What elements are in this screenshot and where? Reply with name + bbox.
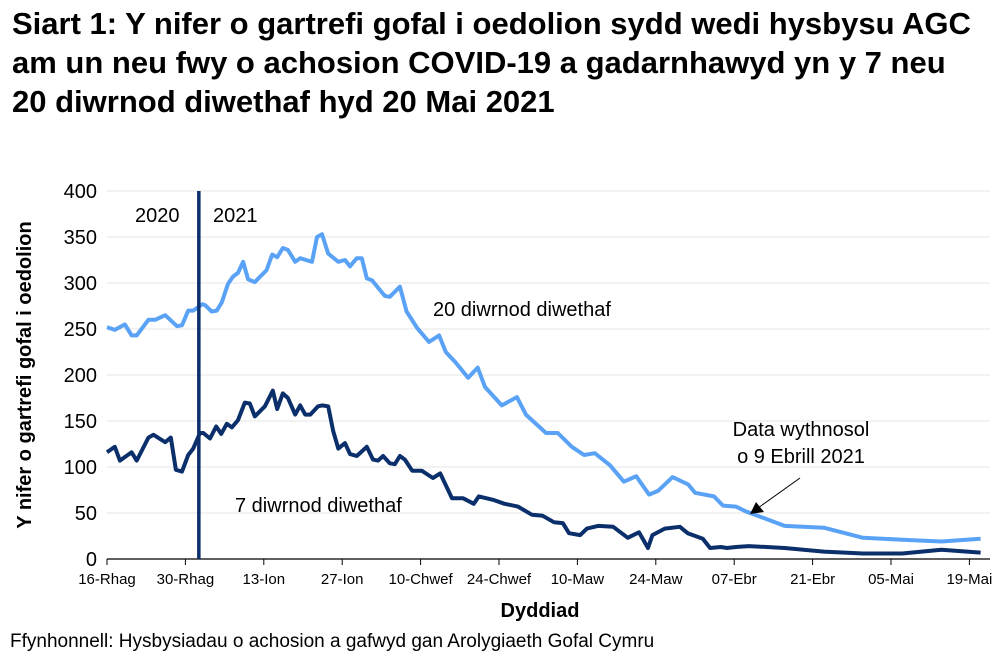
x-tick-label: 05-Mai (868, 571, 914, 588)
y-axis-label: Y nifer o gartrefi gofal i oedolion (14, 221, 36, 528)
x-tick-label: 10-Chwef (388, 571, 453, 588)
weekly-data-note-line2: o 9 Ebrill 2021 (737, 446, 865, 468)
series-label-7-day: 7 diwrnod diwethaf (235, 495, 402, 517)
y-tick-label: 300 (64, 273, 97, 295)
series-line-7-day (105, 388, 981, 556)
series-label-20-day: 20 diwrnod diwethaf (433, 299, 611, 321)
x-tick-label: 24-Chwef (467, 571, 532, 588)
x-tick-label: 07-Ebr (712, 571, 757, 588)
x-tick-label: 30-Rhag (157, 571, 215, 588)
year-label-2021: 2021 (213, 205, 258, 227)
annotation-arrow (750, 477, 801, 514)
x-tick-label: 13-Ion (243, 571, 286, 588)
x-tick-label: 10-Maw (551, 571, 605, 588)
y-tick-label: 150 (64, 411, 97, 433)
y-tick-label: 200 (64, 365, 97, 387)
y-axis-ticks: 0 50 100 150 200 250 300 350 400 (64, 181, 97, 571)
x-axis-label: Dyddiad (501, 600, 580, 622)
series-lines (105, 232, 981, 556)
series-line-20-day (106, 232, 981, 544)
x-tick-label: 16-Rhag (78, 571, 136, 588)
x-tick-label: 19-Mai (946, 571, 992, 588)
y-tick-label: 50 (75, 503, 97, 525)
chart-title: Siart 1: Y nifer o gartrefi gofal i oedo… (12, 6, 971, 119)
y-tick-label: 350 (64, 227, 97, 249)
x-axis: 16-Rhag 30-Rhag 13-Ion 27-Ion 10-Chwef 24-Chw… (78, 558, 992, 588)
y-tick-label: 0 (86, 549, 97, 571)
year-label-2020: 2020 (135, 205, 180, 227)
x-tick-label: 21-Ebr (790, 571, 835, 588)
y-tick-label: 100 (64, 457, 97, 479)
x-tick-label: 24-Maw (629, 571, 683, 588)
source-note: Ffynhonnell: Hysbysiadau o achosion a ga… (10, 631, 654, 652)
y-tick-label: 400 (64, 181, 97, 203)
y-tick-label: 250 (64, 319, 97, 341)
x-tick-label: 27-Ion (321, 571, 364, 588)
gridlines (107, 190, 990, 514)
weekly-data-note-line1: Data wythnosol (733, 419, 870, 441)
